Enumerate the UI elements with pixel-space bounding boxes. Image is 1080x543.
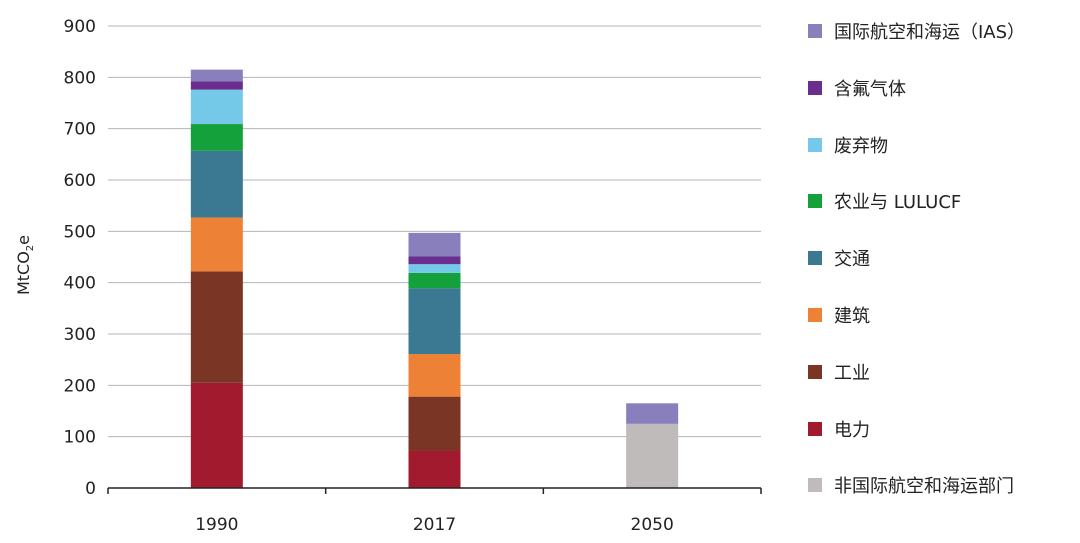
- bar-segment: [190, 382, 243, 488]
- legend-label: 农业与 LULUCF: [834, 192, 962, 214]
- legend-swatch: [808, 478, 822, 493]
- legend-label: 废弃物: [834, 135, 888, 157]
- legend-item: 非国际航空和海运部门: [808, 470, 1014, 500]
- bar-segment: [190, 124, 243, 151]
- y-tick-label: 800: [64, 68, 96, 88]
- y-tick-label: 300: [64, 325, 96, 345]
- legend-swatch: [808, 251, 822, 266]
- y-axis-label: MtCO2e: [14, 235, 36, 295]
- legend-label: 国际航空和海运（IAS）: [834, 22, 1026, 43]
- legend-item: 建筑: [808, 300, 870, 330]
- legend-item: 农业与 LULUCF: [808, 186, 961, 216]
- y-tick-label: 600: [64, 171, 96, 191]
- legend-item: 电力: [808, 414, 870, 444]
- legend-label: 含氟气体: [834, 78, 906, 100]
- legend-swatch: [808, 194, 822, 209]
- legend-swatch: [808, 308, 822, 322]
- y-axis-label-sub: 2: [25, 245, 36, 251]
- y-tick-label: 400: [64, 274, 96, 294]
- bar-stacks: [190, 69, 679, 488]
- legend-swatch: [808, 80, 822, 95]
- x-tick-label: 1990: [195, 515, 238, 535]
- bar-segment: [408, 264, 461, 273]
- y-tick-label: 100: [64, 428, 96, 448]
- bar-segment: [190, 69, 243, 82]
- bar-segment: [408, 288, 461, 355]
- bar-segment: [408, 232, 461, 257]
- bar-segment: [626, 403, 679, 424]
- bar-segment: [190, 81, 243, 90]
- legend-item: 废弃物: [808, 130, 888, 160]
- y-tick-label: 500: [64, 222, 96, 242]
- legend-label: 建筑: [834, 306, 870, 327]
- y-tick-label: 200: [64, 376, 96, 396]
- legend-label: 非国际航空和海运部门: [834, 476, 1014, 498]
- legend-item: 交通: [808, 243, 870, 273]
- legend-swatch: [808, 364, 822, 379]
- y-tick-label: 900: [64, 17, 96, 37]
- legend-item: 含氟气体: [808, 73, 906, 103]
- bar-segment: [408, 272, 461, 289]
- bar-segment: [408, 396, 461, 451]
- y-tick-label: 0: [85, 479, 96, 499]
- bar-segment: [190, 150, 243, 218]
- y-axis-label-main: MtCO: [14, 251, 33, 295]
- bar-segment: [626, 423, 679, 488]
- legend-item: 工业: [808, 357, 870, 387]
- bar-segment: [190, 217, 243, 272]
- bar-segment: [408, 256, 461, 265]
- x-tick-labels: 1990 2017 2050: [195, 515, 674, 535]
- bar-segment: [190, 271, 243, 383]
- legend-item: 国际航空和海运（IAS）: [808, 16, 1025, 46]
- axes: [107, 487, 762, 494]
- legend-swatch: [808, 421, 822, 436]
- legend-label: 电力: [834, 419, 870, 441]
- y-tick-label: 700: [64, 120, 96, 140]
- bar-segment: [408, 450, 461, 488]
- x-tick-label: 2017: [413, 515, 456, 535]
- legend-swatch: [808, 137, 822, 152]
- bar-segment: [408, 354, 461, 397]
- x-tick-label: 2050: [631, 515, 674, 535]
- legend-label: 交通: [834, 249, 870, 271]
- legend-label: 工业: [834, 362, 870, 384]
- stacked-bar-chart: 0 100 200 300 400 500 600 700 800 900 1990 2017 205…: [14, 17, 762, 535]
- y-axis-label-tail: e: [14, 235, 33, 245]
- y-tick-labels: 0 100 200 300 400 500 600 700 800 900: [64, 17, 96, 499]
- bar-segment: [190, 89, 243, 125]
- legend-swatch: [808, 24, 822, 38]
